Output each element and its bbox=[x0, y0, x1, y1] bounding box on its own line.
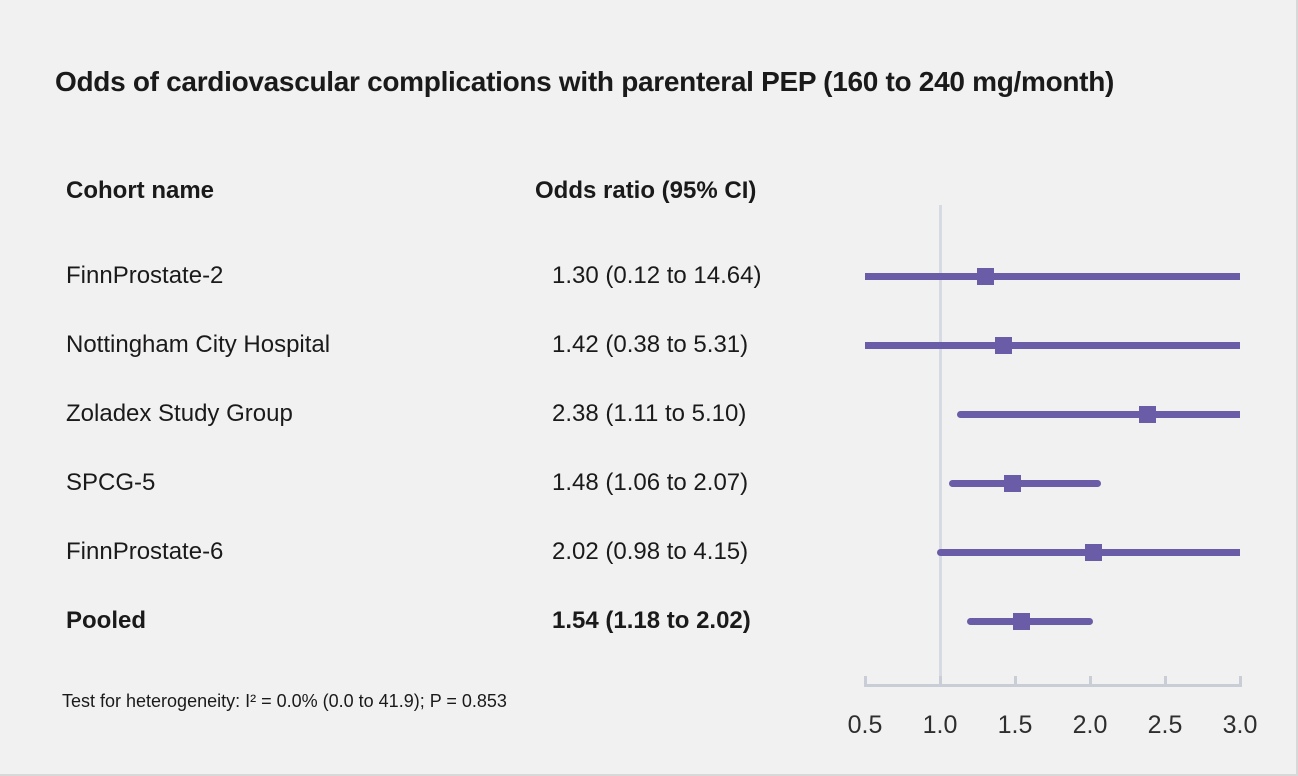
odds-ratio-value: 1.30 (0.12 to 14.64) bbox=[552, 262, 762, 289]
x-axis-tick-label: 0.5 bbox=[847, 711, 883, 739]
x-axis-tick bbox=[938, 676, 942, 684]
figure-title: Odds of cardiovascular complications wit… bbox=[55, 66, 1115, 97]
x-axis-tick bbox=[1163, 676, 1167, 684]
column-header-odds-ratio: Odds ratio (95% CI) bbox=[535, 177, 757, 204]
cohort-name: SPCG-5 bbox=[66, 469, 156, 496]
cohort-name: Pooled bbox=[66, 607, 147, 634]
odds-ratio-marker bbox=[1084, 543, 1102, 561]
x-axis-line bbox=[863, 684, 1242, 687]
x-axis-tick-label: 2.5 bbox=[1147, 711, 1183, 739]
confidence-interval-line bbox=[865, 272, 1240, 280]
confidence-interval-line bbox=[956, 410, 1240, 418]
x-axis-tick bbox=[1088, 676, 1092, 684]
cohort-name: Zoladex Study Group bbox=[66, 400, 293, 427]
confidence-interval-line bbox=[865, 341, 1240, 349]
cohort-name: Nottingham City Hospital bbox=[66, 331, 331, 358]
x-axis-tick-label: 3.0 bbox=[1222, 711, 1258, 739]
x-axis-tick-label: 1.0 bbox=[922, 711, 958, 739]
odds-ratio-value: 1.48 (1.06 to 2.07) bbox=[552, 469, 749, 496]
x-axis-tick-label: 1.5 bbox=[997, 711, 1033, 739]
odds-ratio-value: 2.02 (0.98 to 4.15) bbox=[552, 538, 749, 565]
odds-ratio-marker bbox=[1012, 612, 1030, 630]
odds-ratio-value: 2.38 (1.11 to 5.10) bbox=[552, 400, 747, 427]
odds-ratio-marker bbox=[1003, 474, 1021, 492]
heterogeneity-footnote: Test for heterogeneity: I² = 0.0% (0.0 t… bbox=[62, 691, 507, 711]
x-axis-tick bbox=[863, 676, 867, 684]
odds-ratio-value: 1.42 (0.38 to 5.31) bbox=[552, 331, 749, 358]
column-header-cohort: Cohort name bbox=[66, 177, 215, 204]
x-axis-tick bbox=[1238, 676, 1242, 684]
confidence-interval-line bbox=[967, 617, 1093, 625]
odds-ratio-marker bbox=[994, 336, 1012, 354]
cohort-name: FinnProstate-2 bbox=[66, 262, 224, 289]
cohort-name: FinnProstate-6 bbox=[66, 538, 224, 565]
x-axis-tick bbox=[1013, 676, 1017, 684]
reference-line-or-1 bbox=[938, 205, 942, 687]
x-axis-tick-label: 2.0 bbox=[1072, 711, 1108, 739]
odds-ratio-marker bbox=[1138, 405, 1156, 423]
odds-ratio-marker bbox=[976, 267, 994, 285]
confidence-interval-line bbox=[949, 479, 1101, 487]
odds-ratio-value: 1.54 (1.18 to 2.02) bbox=[552, 607, 751, 634]
